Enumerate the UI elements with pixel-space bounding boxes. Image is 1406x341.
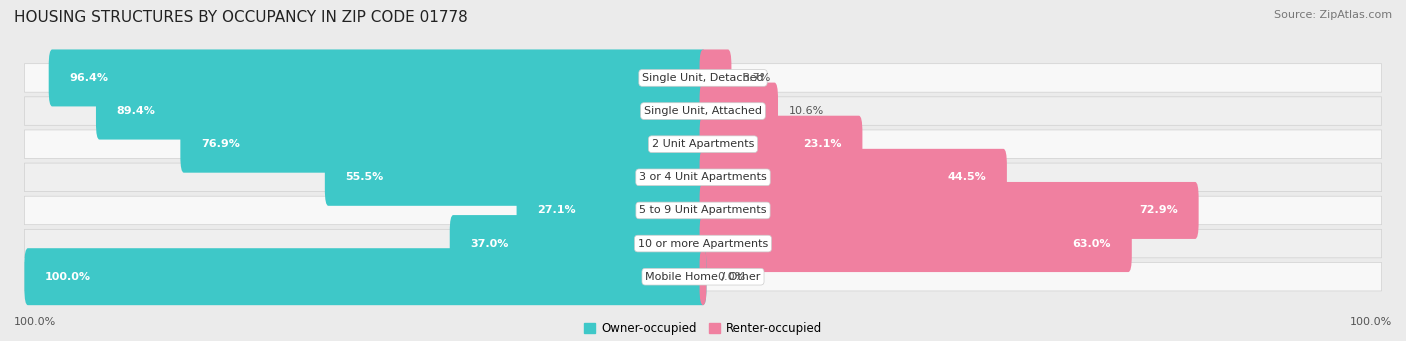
FancyBboxPatch shape <box>24 97 1382 125</box>
FancyBboxPatch shape <box>24 130 1382 159</box>
FancyBboxPatch shape <box>700 149 1007 206</box>
FancyBboxPatch shape <box>180 116 706 173</box>
FancyBboxPatch shape <box>24 196 1382 225</box>
Text: 2 Unit Apartments: 2 Unit Apartments <box>652 139 754 149</box>
Text: 63.0%: 63.0% <box>1073 239 1111 249</box>
FancyBboxPatch shape <box>24 263 1382 291</box>
Text: 89.4%: 89.4% <box>117 106 156 116</box>
FancyBboxPatch shape <box>49 49 706 106</box>
Text: 100.0%: 100.0% <box>45 272 91 282</box>
Text: 0.0%: 0.0% <box>717 272 745 282</box>
Text: 72.9%: 72.9% <box>1139 205 1178 216</box>
FancyBboxPatch shape <box>516 182 706 239</box>
Text: 23.1%: 23.1% <box>803 139 842 149</box>
FancyBboxPatch shape <box>700 215 1132 272</box>
Text: 10.6%: 10.6% <box>789 106 824 116</box>
FancyBboxPatch shape <box>700 49 731 106</box>
Text: Single Unit, Attached: Single Unit, Attached <box>644 106 762 116</box>
Text: 3 or 4 Unit Apartments: 3 or 4 Unit Apartments <box>640 172 766 182</box>
Text: 3.7%: 3.7% <box>742 73 770 83</box>
Text: 10 or more Apartments: 10 or more Apartments <box>638 239 768 249</box>
FancyBboxPatch shape <box>24 229 1382 258</box>
FancyBboxPatch shape <box>700 182 1199 239</box>
FancyBboxPatch shape <box>24 163 1382 192</box>
Text: Source: ZipAtlas.com: Source: ZipAtlas.com <box>1274 10 1392 20</box>
Text: 100.0%: 100.0% <box>1350 317 1392 327</box>
Text: 76.9%: 76.9% <box>201 139 240 149</box>
FancyBboxPatch shape <box>96 83 706 139</box>
Text: Mobile Home / Other: Mobile Home / Other <box>645 272 761 282</box>
Text: 55.5%: 55.5% <box>346 172 384 182</box>
FancyBboxPatch shape <box>700 83 778 139</box>
FancyBboxPatch shape <box>700 116 862 173</box>
Text: Single Unit, Detached: Single Unit, Detached <box>643 73 763 83</box>
Text: 100.0%: 100.0% <box>14 317 56 327</box>
FancyBboxPatch shape <box>700 248 706 305</box>
Text: 27.1%: 27.1% <box>537 205 576 216</box>
FancyBboxPatch shape <box>325 149 706 206</box>
Text: 44.5%: 44.5% <box>948 172 986 182</box>
Text: 96.4%: 96.4% <box>69 73 108 83</box>
FancyBboxPatch shape <box>24 248 706 305</box>
FancyBboxPatch shape <box>450 215 706 272</box>
Text: HOUSING STRUCTURES BY OCCUPANCY IN ZIP CODE 01778: HOUSING STRUCTURES BY OCCUPANCY IN ZIP C… <box>14 10 468 25</box>
Text: 5 to 9 Unit Apartments: 5 to 9 Unit Apartments <box>640 205 766 216</box>
Legend: Owner-occupied, Renter-occupied: Owner-occupied, Renter-occupied <box>583 322 823 335</box>
FancyBboxPatch shape <box>24 64 1382 92</box>
Text: 37.0%: 37.0% <box>471 239 509 249</box>
